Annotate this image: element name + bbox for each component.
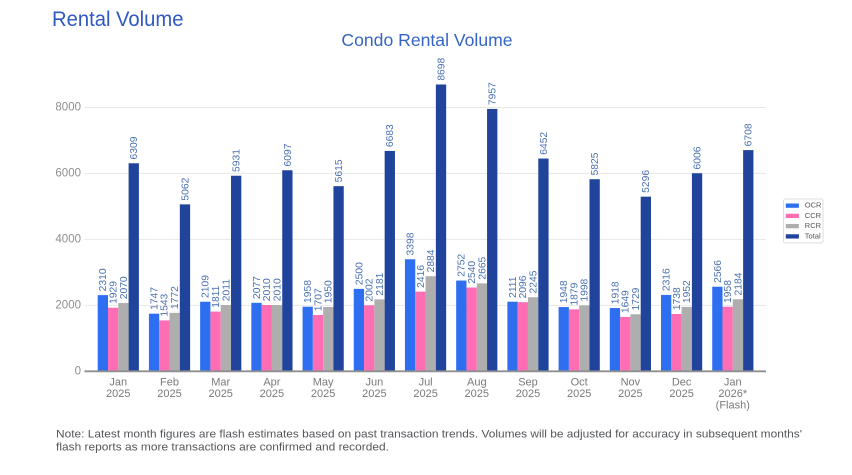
svg-text:1958: 1958 xyxy=(303,280,314,303)
svg-text:3398: 3398 xyxy=(406,232,417,255)
svg-text:6097: 6097 xyxy=(283,143,294,166)
svg-text:2077: 2077 xyxy=(252,276,263,299)
svg-text:2111: 2111 xyxy=(508,276,519,298)
svg-text:2310: 2310 xyxy=(98,268,109,291)
svg-text:7957: 7957 xyxy=(488,82,499,105)
svg-text:OCR: OCR xyxy=(805,201,822,210)
svg-text:6683: 6683 xyxy=(385,124,396,147)
svg-text:6708: 6708 xyxy=(744,123,755,146)
svg-text:Jan: Jan xyxy=(109,376,127,388)
svg-text:2025: 2025 xyxy=(157,388,181,400)
svg-text:1948: 1948 xyxy=(559,280,570,303)
svg-text:Dec: Dec xyxy=(672,376,692,388)
svg-text:5825: 5825 xyxy=(590,152,601,175)
svg-text:1707: 1707 xyxy=(313,288,324,311)
svg-text:2000: 2000 xyxy=(55,300,81,312)
svg-text:2002: 2002 xyxy=(365,278,376,301)
svg-text:2245: 2245 xyxy=(529,270,540,293)
svg-text:2025: 2025 xyxy=(362,388,386,400)
svg-text:1543: 1543 xyxy=(160,293,171,316)
svg-text:2540: 2540 xyxy=(467,261,478,284)
svg-text:2566: 2566 xyxy=(713,260,724,283)
svg-text:6309: 6309 xyxy=(129,136,140,159)
svg-text:Rental Volume: Rental Volume xyxy=(52,7,184,31)
svg-text:6000: 6000 xyxy=(55,168,81,180)
svg-text:5062: 5062 xyxy=(180,177,191,200)
svg-text:2025: 2025 xyxy=(516,388,540,400)
svg-text:1747: 1747 xyxy=(149,287,160,310)
svg-text:Apr: Apr xyxy=(263,376,280,388)
svg-text:6006: 6006 xyxy=(692,146,703,169)
svg-text:Nov: Nov xyxy=(621,376,641,388)
svg-text:4000: 4000 xyxy=(55,234,81,246)
svg-text:2025: 2025 xyxy=(413,388,437,400)
svg-text:Jul: Jul xyxy=(419,376,433,388)
svg-text:2316: 2316 xyxy=(662,268,673,291)
svg-text:5931: 5931 xyxy=(232,149,243,172)
svg-text:0: 0 xyxy=(75,366,81,378)
svg-text:1649: 1649 xyxy=(621,290,632,313)
svg-text:1950: 1950 xyxy=(324,280,335,303)
svg-text:1952: 1952 xyxy=(682,280,693,303)
svg-text:1929: 1929 xyxy=(109,281,120,304)
svg-text:2096: 2096 xyxy=(518,275,529,298)
svg-text:2416: 2416 xyxy=(416,265,427,288)
svg-text:2025: 2025 xyxy=(567,388,591,400)
svg-text:Aug: Aug xyxy=(467,376,487,388)
svg-text:2025: 2025 xyxy=(208,388,232,400)
svg-text:(Flash): (Flash) xyxy=(716,399,750,411)
svg-text:Sep: Sep xyxy=(518,376,538,388)
svg-text:2010: 2010 xyxy=(272,278,283,301)
svg-text:2025: 2025 xyxy=(311,388,335,400)
svg-text:Mar: Mar xyxy=(211,376,230,388)
svg-text:flash reports as more transact: flash reports as more transactions are c… xyxy=(56,442,389,454)
svg-text:Oct: Oct xyxy=(571,376,588,388)
svg-text:2025: 2025 xyxy=(618,388,642,400)
svg-text:1772: 1772 xyxy=(170,286,181,309)
svg-text:May: May xyxy=(313,376,334,388)
svg-text:2500: 2500 xyxy=(354,262,365,285)
svg-text:2011: 2011 xyxy=(221,279,232,301)
svg-text:5615: 5615 xyxy=(334,159,345,182)
svg-text:1958: 1958 xyxy=(723,280,734,303)
svg-text:1998: 1998 xyxy=(580,278,591,301)
svg-text:2010: 2010 xyxy=(262,278,273,301)
svg-text:6452: 6452 xyxy=(539,132,550,155)
svg-text:8698: 8698 xyxy=(436,58,447,81)
svg-text:Total: Total xyxy=(805,231,821,240)
svg-text:RCR: RCR xyxy=(805,221,822,230)
svg-text:2025: 2025 xyxy=(106,388,130,400)
svg-text:1811: 1811 xyxy=(211,285,222,307)
svg-text:2025: 2025 xyxy=(465,388,489,400)
svg-text:Feb: Feb xyxy=(160,376,179,388)
svg-text:2181: 2181 xyxy=(375,272,386,295)
svg-text:2025: 2025 xyxy=(260,388,284,400)
svg-text:Note: Latest month figures are: Note: Latest month figures are flash est… xyxy=(56,429,802,441)
svg-text:8000: 8000 xyxy=(55,102,81,114)
svg-text:1738: 1738 xyxy=(672,287,683,310)
svg-text:2184: 2184 xyxy=(733,272,744,295)
svg-text:2109: 2109 xyxy=(201,275,212,298)
svg-text:2665: 2665 xyxy=(477,256,488,279)
svg-text:1729: 1729 xyxy=(631,287,642,310)
svg-text:Jan: Jan xyxy=(724,376,742,388)
svg-text:CCR: CCR xyxy=(805,211,822,220)
svg-text:2026*: 2026* xyxy=(718,388,747,400)
svg-text:1918: 1918 xyxy=(610,281,621,304)
svg-text:2025: 2025 xyxy=(669,388,693,400)
svg-text:2070: 2070 xyxy=(119,276,130,299)
svg-text:Jun: Jun xyxy=(366,376,384,388)
svg-text:1879: 1879 xyxy=(569,282,580,305)
svg-text:2884: 2884 xyxy=(426,249,437,272)
svg-text:2752: 2752 xyxy=(457,254,468,277)
svg-text:5296: 5296 xyxy=(641,170,652,193)
svg-text:Condo Rental Volume: Condo Rental Volume xyxy=(341,30,512,50)
